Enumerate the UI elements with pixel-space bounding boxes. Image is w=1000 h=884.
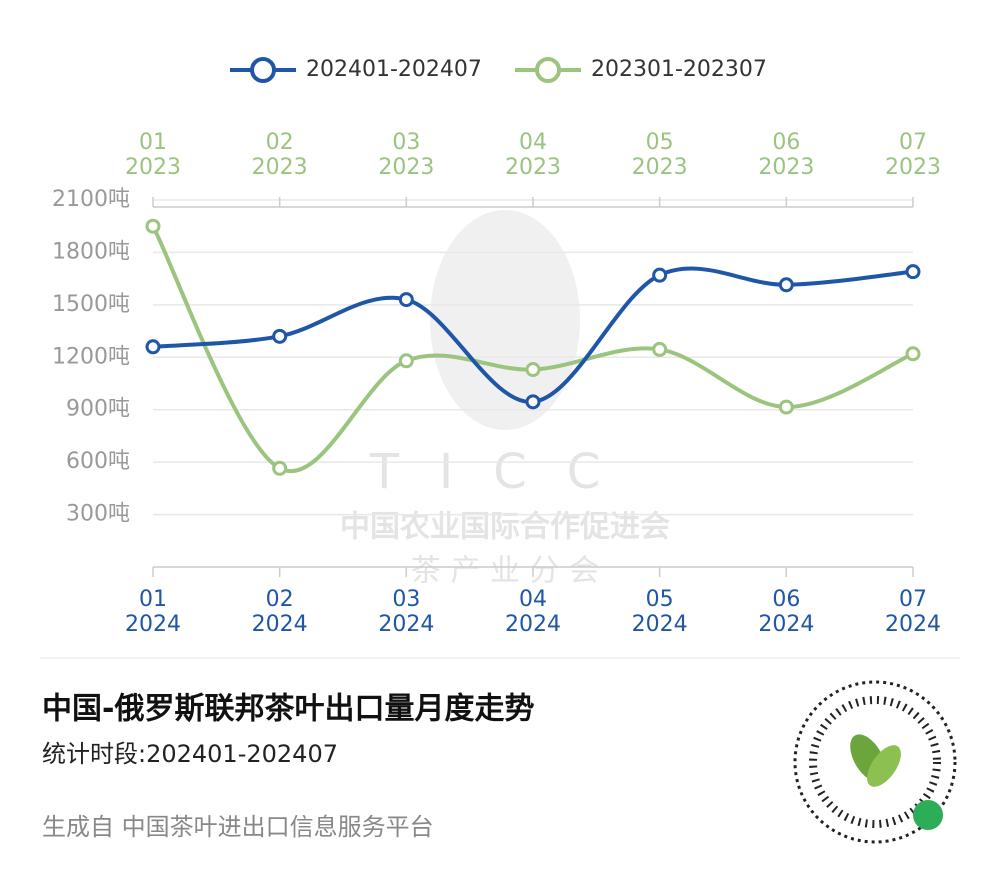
x-top-tick-label: 06	[772, 130, 800, 155]
watermark: TICC 中国农业国际合作促进会 茶 产 业 分 会	[340, 210, 670, 589]
point	[778, 399, 794, 415]
x-tick-label: 05	[646, 587, 674, 612]
point	[905, 346, 921, 362]
x-top-tick-label: 05	[646, 130, 674, 155]
x-year-label: 2024	[125, 612, 181, 637]
point	[525, 362, 541, 378]
y-tick-label: 600吨	[66, 449, 130, 474]
x-year-label: 2024	[632, 612, 688, 637]
point	[652, 267, 668, 283]
qr-code	[793, 680, 957, 844]
x-tick-label: 04	[519, 587, 547, 612]
title: 中国-俄罗斯联邦茶叶出口量月度走势	[42, 692, 534, 727]
point	[525, 394, 541, 410]
x-top-tick-label: 04	[519, 130, 547, 155]
x-top-tick-label: 02	[266, 130, 294, 155]
source: 生成自 中国茶叶进出口信息服务平台	[42, 813, 434, 841]
x-tick-label: 01	[139, 587, 167, 612]
x-top-tick-label: 07	[899, 130, 927, 155]
watermark-branch: 茶 产 业 分 会	[411, 554, 599, 589]
watermark-org: 中国农业国际合作促进会	[340, 510, 670, 545]
point	[145, 339, 161, 355]
x-top-year-label: 2023	[125, 155, 181, 180]
x-tick-label: 02	[266, 587, 294, 612]
x-top-year-label: 2023	[632, 155, 688, 180]
x-year-label: 2024	[505, 612, 561, 637]
x-tick-label: 06	[772, 587, 800, 612]
x-year-label: 2024	[885, 612, 941, 637]
legend-label: 202401-202407	[306, 57, 482, 82]
x-year-label: 2024	[252, 612, 308, 637]
x-tick-label: 07	[899, 587, 927, 612]
point	[398, 292, 414, 308]
y-tick-label: 1500吨	[52, 292, 130, 317]
x-year-label: 2024	[758, 612, 814, 637]
y-tick-label: 1200吨	[52, 344, 130, 369]
legend-label: 202301-202307	[591, 57, 767, 82]
y-tick-label: 300吨	[66, 502, 130, 527]
x-top-year-label: 2023	[505, 155, 561, 180]
x-top-year-label: 2023	[378, 155, 434, 180]
watermark-logo: TICC	[369, 444, 641, 500]
legend-marker	[250, 57, 276, 83]
point	[272, 328, 288, 344]
x-top-year-label: 2023	[885, 155, 941, 180]
x-tick-label: 03	[392, 587, 420, 612]
point	[652, 341, 668, 357]
legend-marker	[535, 57, 561, 83]
watermark-leaf	[430, 210, 580, 430]
y-tick-label: 900吨	[66, 397, 130, 422]
point	[905, 264, 921, 280]
x-top-year-label: 2023	[252, 155, 308, 180]
x-top-year-label: 2023	[758, 155, 814, 180]
point	[778, 277, 794, 293]
x-top-tick-label: 01	[139, 130, 167, 155]
point	[272, 460, 288, 476]
y-tick-label: 1800吨	[52, 239, 130, 264]
x-top-tick-label: 03	[392, 130, 420, 155]
y-tick-label: 2100吨	[52, 187, 130, 212]
x-year-label: 2024	[378, 612, 434, 637]
subtitle: 统计时段:202401-202407	[42, 740, 338, 768]
point	[145, 218, 161, 234]
point	[398, 353, 414, 369]
